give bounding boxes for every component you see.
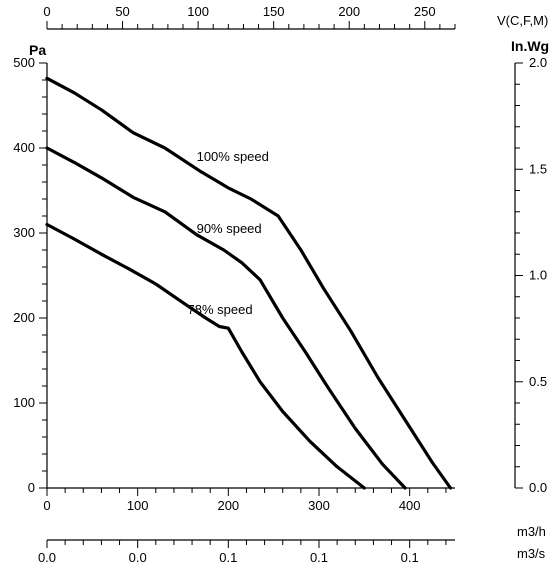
top-axis-tick-label: 50 xyxy=(115,4,129,19)
left-axis-tick-label: 0 xyxy=(28,480,35,495)
left-axis-label: Pa xyxy=(29,42,46,58)
bottom2-axis-tick-label: 0.1 xyxy=(401,550,419,565)
bottom2-axis-unit-m3s: m3/s xyxy=(517,546,546,561)
right-axis-tick-label: 2.0 xyxy=(529,55,547,70)
bottom-axis-tick-label: 400 xyxy=(399,498,421,513)
speed-curve-0 xyxy=(47,78,451,488)
right-axis-tick-label: 1.0 xyxy=(529,268,547,283)
speed-curve-2 xyxy=(47,225,364,489)
left-axis-tick-label: 400 xyxy=(13,140,35,155)
top-axis-label: V(C,F,M) xyxy=(497,13,548,28)
top-axis-tick-label: 200 xyxy=(338,4,360,19)
bottom2-axis-tick-label: 0.1 xyxy=(310,550,328,565)
bottom-axis-unit-m3h: m3/h xyxy=(517,524,546,539)
speed-curve-1 xyxy=(47,148,405,488)
right-axis-tick-label: 0.5 xyxy=(529,374,547,389)
bottom-axis-tick-label: 200 xyxy=(217,498,239,513)
bottom-axis-tick-label: 300 xyxy=(308,498,330,513)
plot-frame xyxy=(47,63,455,488)
curve-label-2: 78% speed xyxy=(188,302,253,317)
top-axis-tick-label: 0 xyxy=(43,4,50,19)
bottom-axis-tick-label: 0 xyxy=(43,498,50,513)
bottom2-axis-tick-label: 0.0 xyxy=(38,550,56,565)
left-axis-tick-label: 300 xyxy=(13,225,35,240)
bottom2-axis-tick-label: 0.1 xyxy=(219,550,237,565)
curve-label-1: 90% speed xyxy=(197,221,262,236)
right-axis-label: In.Wg xyxy=(511,38,549,54)
bottom-axis-tick-label: 100 xyxy=(127,498,149,513)
top-axis-tick-label: 150 xyxy=(263,4,285,19)
curve-label-0: 100% speed xyxy=(197,149,269,164)
fan-curve-chart: 0100200300400500Pa0100200300400m3/h05010… xyxy=(0,0,560,582)
right-axis-tick-label: 0.0 xyxy=(529,480,547,495)
right-axis-tick-label: 1.5 xyxy=(529,161,547,176)
top-axis-tick-label: 100 xyxy=(187,4,209,19)
left-axis-tick-label: 100 xyxy=(13,395,35,410)
top-axis-tick-label: 250 xyxy=(414,4,436,19)
left-axis-tick-label: 200 xyxy=(13,310,35,325)
bottom2-axis-tick-label: 0.0 xyxy=(129,550,147,565)
